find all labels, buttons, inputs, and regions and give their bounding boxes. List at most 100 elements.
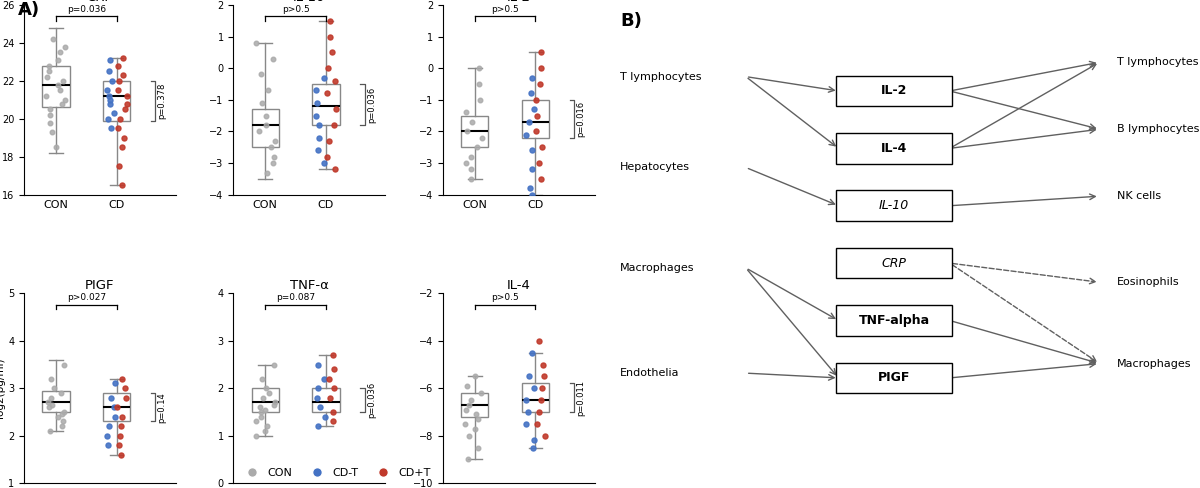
Point: [265, 401, 284, 409]
Text: p=0.087: p=0.087: [276, 293, 316, 303]
Point: [256, 112, 275, 120]
Point: [40, 111, 59, 119]
Point: [110, 115, 130, 122]
Y-axis label: log2(pg/ml): log2(pg/ml): [0, 358, 5, 419]
Point: [102, 77, 121, 85]
Point: [262, 143, 281, 151]
Point: [264, 159, 283, 167]
Point: [48, 56, 67, 64]
Point: [326, 105, 346, 113]
Point: [457, 127, 476, 135]
Point: [41, 105, 60, 113]
Point: [472, 389, 491, 397]
Point: [100, 96, 119, 103]
Text: p>0.027: p>0.027: [67, 293, 106, 303]
Text: Eosinophils: Eosinophils: [1117, 277, 1180, 287]
Point: [251, 403, 270, 411]
Point: [527, 127, 546, 135]
Point: [462, 396, 481, 404]
Point: [259, 389, 278, 397]
Point: [253, 394, 272, 402]
Point: [307, 99, 326, 107]
Point: [98, 115, 118, 122]
Point: [532, 48, 551, 56]
Point: [324, 385, 343, 392]
Point: [55, 43, 74, 51]
Point: [247, 432, 266, 440]
Point: [104, 109, 124, 117]
Point: [42, 128, 61, 136]
Text: p=0.036: p=0.036: [367, 382, 376, 418]
Point: [308, 385, 328, 392]
Point: [258, 422, 277, 430]
Point: [252, 375, 271, 383]
Point: [109, 441, 128, 449]
Point: [257, 121, 276, 129]
Point: [100, 422, 119, 430]
Text: T lymphocytes: T lymphocytes: [1117, 57, 1198, 67]
Text: p>0.5: p>0.5: [282, 5, 310, 14]
Point: [37, 73, 56, 81]
Point: [460, 432, 479, 440]
FancyBboxPatch shape: [836, 190, 952, 221]
Point: [112, 451, 131, 459]
Point: [112, 422, 131, 430]
Point: [308, 146, 328, 154]
Text: PIGF: PIGF: [878, 371, 911, 385]
Title: CRP: CRP: [86, 0, 113, 4]
Point: [102, 394, 121, 402]
Point: [323, 48, 342, 56]
Text: IL-10: IL-10: [880, 199, 910, 212]
Point: [529, 408, 548, 416]
Point: [314, 159, 334, 167]
FancyBboxPatch shape: [836, 363, 952, 393]
Point: [319, 375, 338, 383]
Point: [323, 418, 342, 426]
PathPatch shape: [42, 65, 70, 107]
Point: [325, 366, 344, 373]
Point: [50, 86, 70, 94]
Point: [53, 410, 72, 418]
PathPatch shape: [461, 116, 488, 147]
Text: Macrophages: Macrophages: [620, 263, 695, 273]
Point: [116, 394, 136, 402]
PathPatch shape: [522, 100, 550, 138]
Point: [532, 64, 551, 72]
Point: [521, 184, 540, 192]
Title: TNF-α: TNF-α: [290, 279, 329, 292]
Point: [264, 55, 283, 62]
Point: [112, 143, 131, 151]
Point: [50, 48, 70, 56]
Point: [319, 137, 338, 145]
Text: Endothelia: Endothelia: [620, 368, 679, 378]
Point: [529, 337, 548, 345]
Point: [118, 92, 137, 100]
Point: [258, 169, 277, 177]
Point: [324, 351, 343, 359]
Point: [43, 35, 62, 43]
Point: [114, 54, 133, 62]
Text: IL-2: IL-2: [881, 84, 907, 98]
Point: [115, 105, 134, 113]
Point: [108, 61, 127, 69]
Point: [41, 375, 60, 383]
Point: [308, 121, 328, 129]
Point: [106, 380, 125, 387]
Point: [38, 399, 58, 407]
Text: A): A): [18, 0, 40, 19]
Point: [259, 86, 278, 94]
Point: [314, 74, 334, 81]
Point: [528, 112, 547, 120]
Point: [532, 396, 551, 404]
PathPatch shape: [312, 388, 340, 412]
Title: IL-4: IL-4: [506, 279, 530, 292]
FancyBboxPatch shape: [836, 133, 952, 163]
Point: [256, 406, 275, 413]
Point: [109, 124, 128, 132]
Point: [109, 163, 128, 170]
Point: [456, 420, 475, 427]
PathPatch shape: [312, 84, 340, 125]
Text: T lymphocytes: T lymphocytes: [620, 72, 702, 81]
Point: [516, 420, 535, 427]
Point: [114, 134, 133, 142]
